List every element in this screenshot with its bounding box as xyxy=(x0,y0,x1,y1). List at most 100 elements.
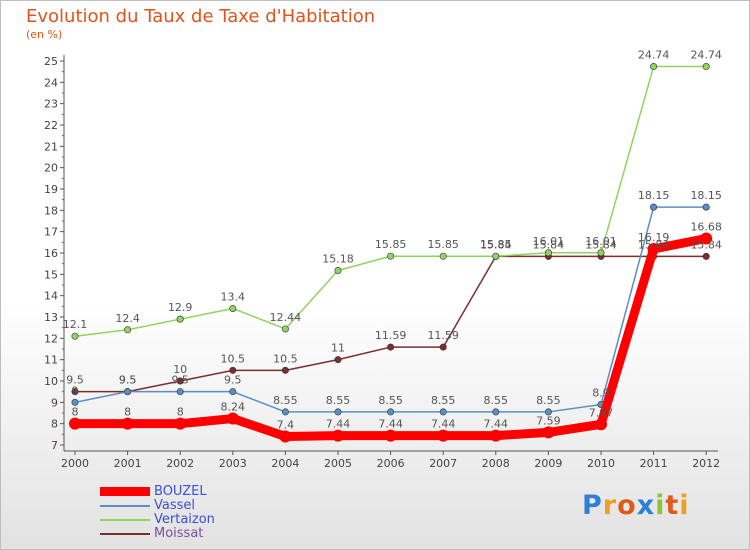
series-line-moissat xyxy=(75,255,707,393)
logo-letter: t xyxy=(665,490,680,521)
y-tick-label: 11 xyxy=(44,354,58,367)
logo-letter: i xyxy=(679,490,690,521)
data-label: 15.84 xyxy=(690,238,722,251)
data-label: 7.4 xyxy=(277,418,295,431)
data-label: 10.5 xyxy=(273,352,298,365)
data-label: 8 xyxy=(72,406,79,419)
data-label: 9 xyxy=(72,384,79,397)
y-tick-label: 19 xyxy=(44,183,58,196)
logo-letter: x xyxy=(636,490,656,521)
data-label: 9.5 xyxy=(171,374,189,387)
legend-item: Moissat xyxy=(100,526,203,541)
data-label: 8.55 xyxy=(378,394,403,407)
data-point xyxy=(437,429,450,442)
x-tick-label: 2012 xyxy=(692,457,720,470)
legend-swatch xyxy=(100,487,150,496)
data-point xyxy=(702,252,710,260)
data-label: 11 xyxy=(331,342,345,355)
logo-letter: r xyxy=(602,490,618,521)
data-label: 18.15 xyxy=(690,189,722,202)
data-label: 9.5 xyxy=(224,374,242,387)
data-label: 15.18 xyxy=(322,252,354,265)
legend-item: Vertaizon xyxy=(100,512,215,527)
data-label: 15.84 xyxy=(638,238,670,251)
data-label: 8.55 xyxy=(431,394,456,407)
y-tick-label: 15 xyxy=(44,268,58,281)
data-point xyxy=(492,408,500,416)
data-label: 12.9 xyxy=(168,301,193,314)
data-point xyxy=(542,426,555,439)
chart-unit: (en %) xyxy=(26,28,63,41)
data-point xyxy=(229,388,237,396)
data-point xyxy=(334,266,342,274)
y-tick-label: 25 xyxy=(44,55,58,68)
data-point xyxy=(647,242,660,255)
data-point xyxy=(384,429,397,442)
series-line-vertaizon xyxy=(74,65,707,337)
data-label: 7.44 xyxy=(326,418,351,431)
data-label: 12.1 xyxy=(63,318,88,331)
data-label: 8.55 xyxy=(484,394,509,407)
legend-label: BOUZEL xyxy=(154,484,207,499)
data-label: 15.84 xyxy=(533,238,565,251)
data-label: 7.97 xyxy=(589,406,614,419)
y-tick-label: 22 xyxy=(44,119,58,132)
data-point xyxy=(492,252,500,260)
data-point xyxy=(281,325,289,333)
data-point xyxy=(229,366,237,374)
data-label: 12.44 xyxy=(270,311,302,324)
data-label: 10.5 xyxy=(221,352,246,365)
logo-letter: o xyxy=(617,490,637,521)
data-point xyxy=(597,249,605,257)
data-label: 15.85 xyxy=(480,238,512,251)
data-point xyxy=(281,366,289,374)
legend-item: BOUZEL xyxy=(100,484,207,499)
data-label: 12.4 xyxy=(115,312,140,325)
y-tick-label: 17 xyxy=(44,226,58,239)
data-label: 10 xyxy=(173,363,187,376)
data-point xyxy=(229,304,237,312)
legend-swatch xyxy=(100,518,150,521)
data-point xyxy=(124,326,132,334)
data-label: 16.01 xyxy=(585,235,617,248)
data-point xyxy=(702,63,710,71)
data-label: 7.44 xyxy=(484,418,509,431)
y-tick-label: 21 xyxy=(44,140,58,153)
data-label: 9.5 xyxy=(119,374,137,387)
data-point xyxy=(387,408,395,416)
y-tick-label: 10 xyxy=(44,375,58,388)
data-point xyxy=(439,408,447,416)
data-point xyxy=(121,417,134,430)
data-point xyxy=(650,63,658,71)
data-label: 8 xyxy=(124,406,131,419)
data-point xyxy=(332,429,344,442)
x-tick-label: 2002 xyxy=(166,457,194,470)
data-label: 11.59 xyxy=(375,329,407,342)
data-point xyxy=(176,315,184,323)
y-tick-label: 20 xyxy=(44,162,58,175)
y-tick-label: 24 xyxy=(44,76,58,89)
data-point xyxy=(387,252,395,260)
data-label: 11.59 xyxy=(427,329,459,342)
x-tick-label: 2000 xyxy=(61,457,89,470)
data-point xyxy=(281,408,289,416)
legend-label: Moissat xyxy=(154,526,204,541)
data-label: 9.5 xyxy=(119,374,137,387)
data-point xyxy=(702,203,710,211)
data-label: 8.9 xyxy=(592,386,610,399)
data-label: 9.5 xyxy=(66,374,84,387)
x-tick-label: 2005 xyxy=(324,457,352,470)
proxiti-logo: Proxiti xyxy=(582,490,690,521)
x-tick-label: 2009 xyxy=(534,457,562,470)
y-tick-label: 13 xyxy=(44,311,58,324)
data-point xyxy=(71,332,79,340)
data-label: 8.24 xyxy=(221,401,246,414)
x-tick-label: 2007 xyxy=(429,457,457,470)
legend-label: Vertaizon xyxy=(154,512,215,527)
data-label: 8.55 xyxy=(273,394,298,407)
data-label: 18.15 xyxy=(638,189,670,202)
logo-letter: P xyxy=(582,490,603,521)
y-tick-label: 12 xyxy=(44,332,58,345)
data-point xyxy=(176,377,184,385)
